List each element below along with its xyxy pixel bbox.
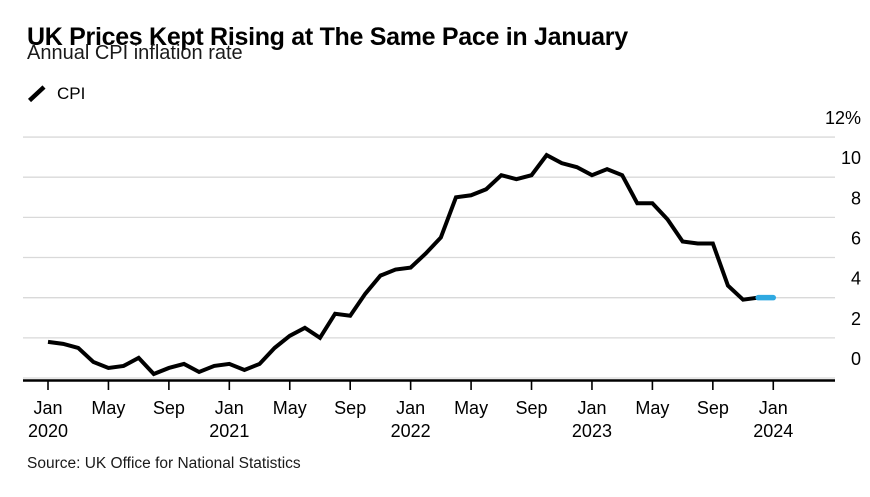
x-tick-label: Sep [334,398,366,418]
x-tick-label: May [91,398,125,418]
x-tick-label: Jan [396,398,425,418]
x-tick-year-label: 2020 [28,421,68,441]
cpi-line [47,152,774,377]
x-tick-label: Jan [215,398,244,418]
y-tick-label: 6 [851,229,861,249]
x-tick-year-label: 2024 [753,421,793,441]
x-tick-year-label: 2023 [572,421,612,441]
x-tick-label: May [454,398,488,418]
y-tick-label: 2 [851,309,861,329]
y-tick-label: 12% [825,108,861,128]
chart-subtitle: Annual CPI inflation rate [27,42,243,64]
x-tick-label: May [635,398,669,418]
x-tick-label: Jan [33,398,62,418]
y-tick-label: 10 [841,148,861,168]
legend: CPI [27,84,85,104]
chart-title: UK Prices Kept Rising at The Same Pace i… [27,22,628,51]
x-tick-label: Jan [577,398,606,418]
y-tick-label: 8 [851,188,861,208]
x-tick-label: May [273,398,307,418]
x-tick-label: Sep [697,398,729,418]
x-tick-label: Jan [759,398,788,418]
y-tick-label: 4 [851,269,861,289]
x-tick-year-label: 2022 [391,421,431,441]
y-tick-label: 0 [851,349,861,369]
source-note: Source: UK Office for National Statistic… [27,455,301,472]
x-tick-label: Sep [153,398,185,418]
x-tick-label: Sep [516,398,548,418]
x-tick-year-label: 2021 [209,421,249,441]
cpi-line-swatch-icon [27,85,46,103]
legend-label: CPI [57,84,86,103]
